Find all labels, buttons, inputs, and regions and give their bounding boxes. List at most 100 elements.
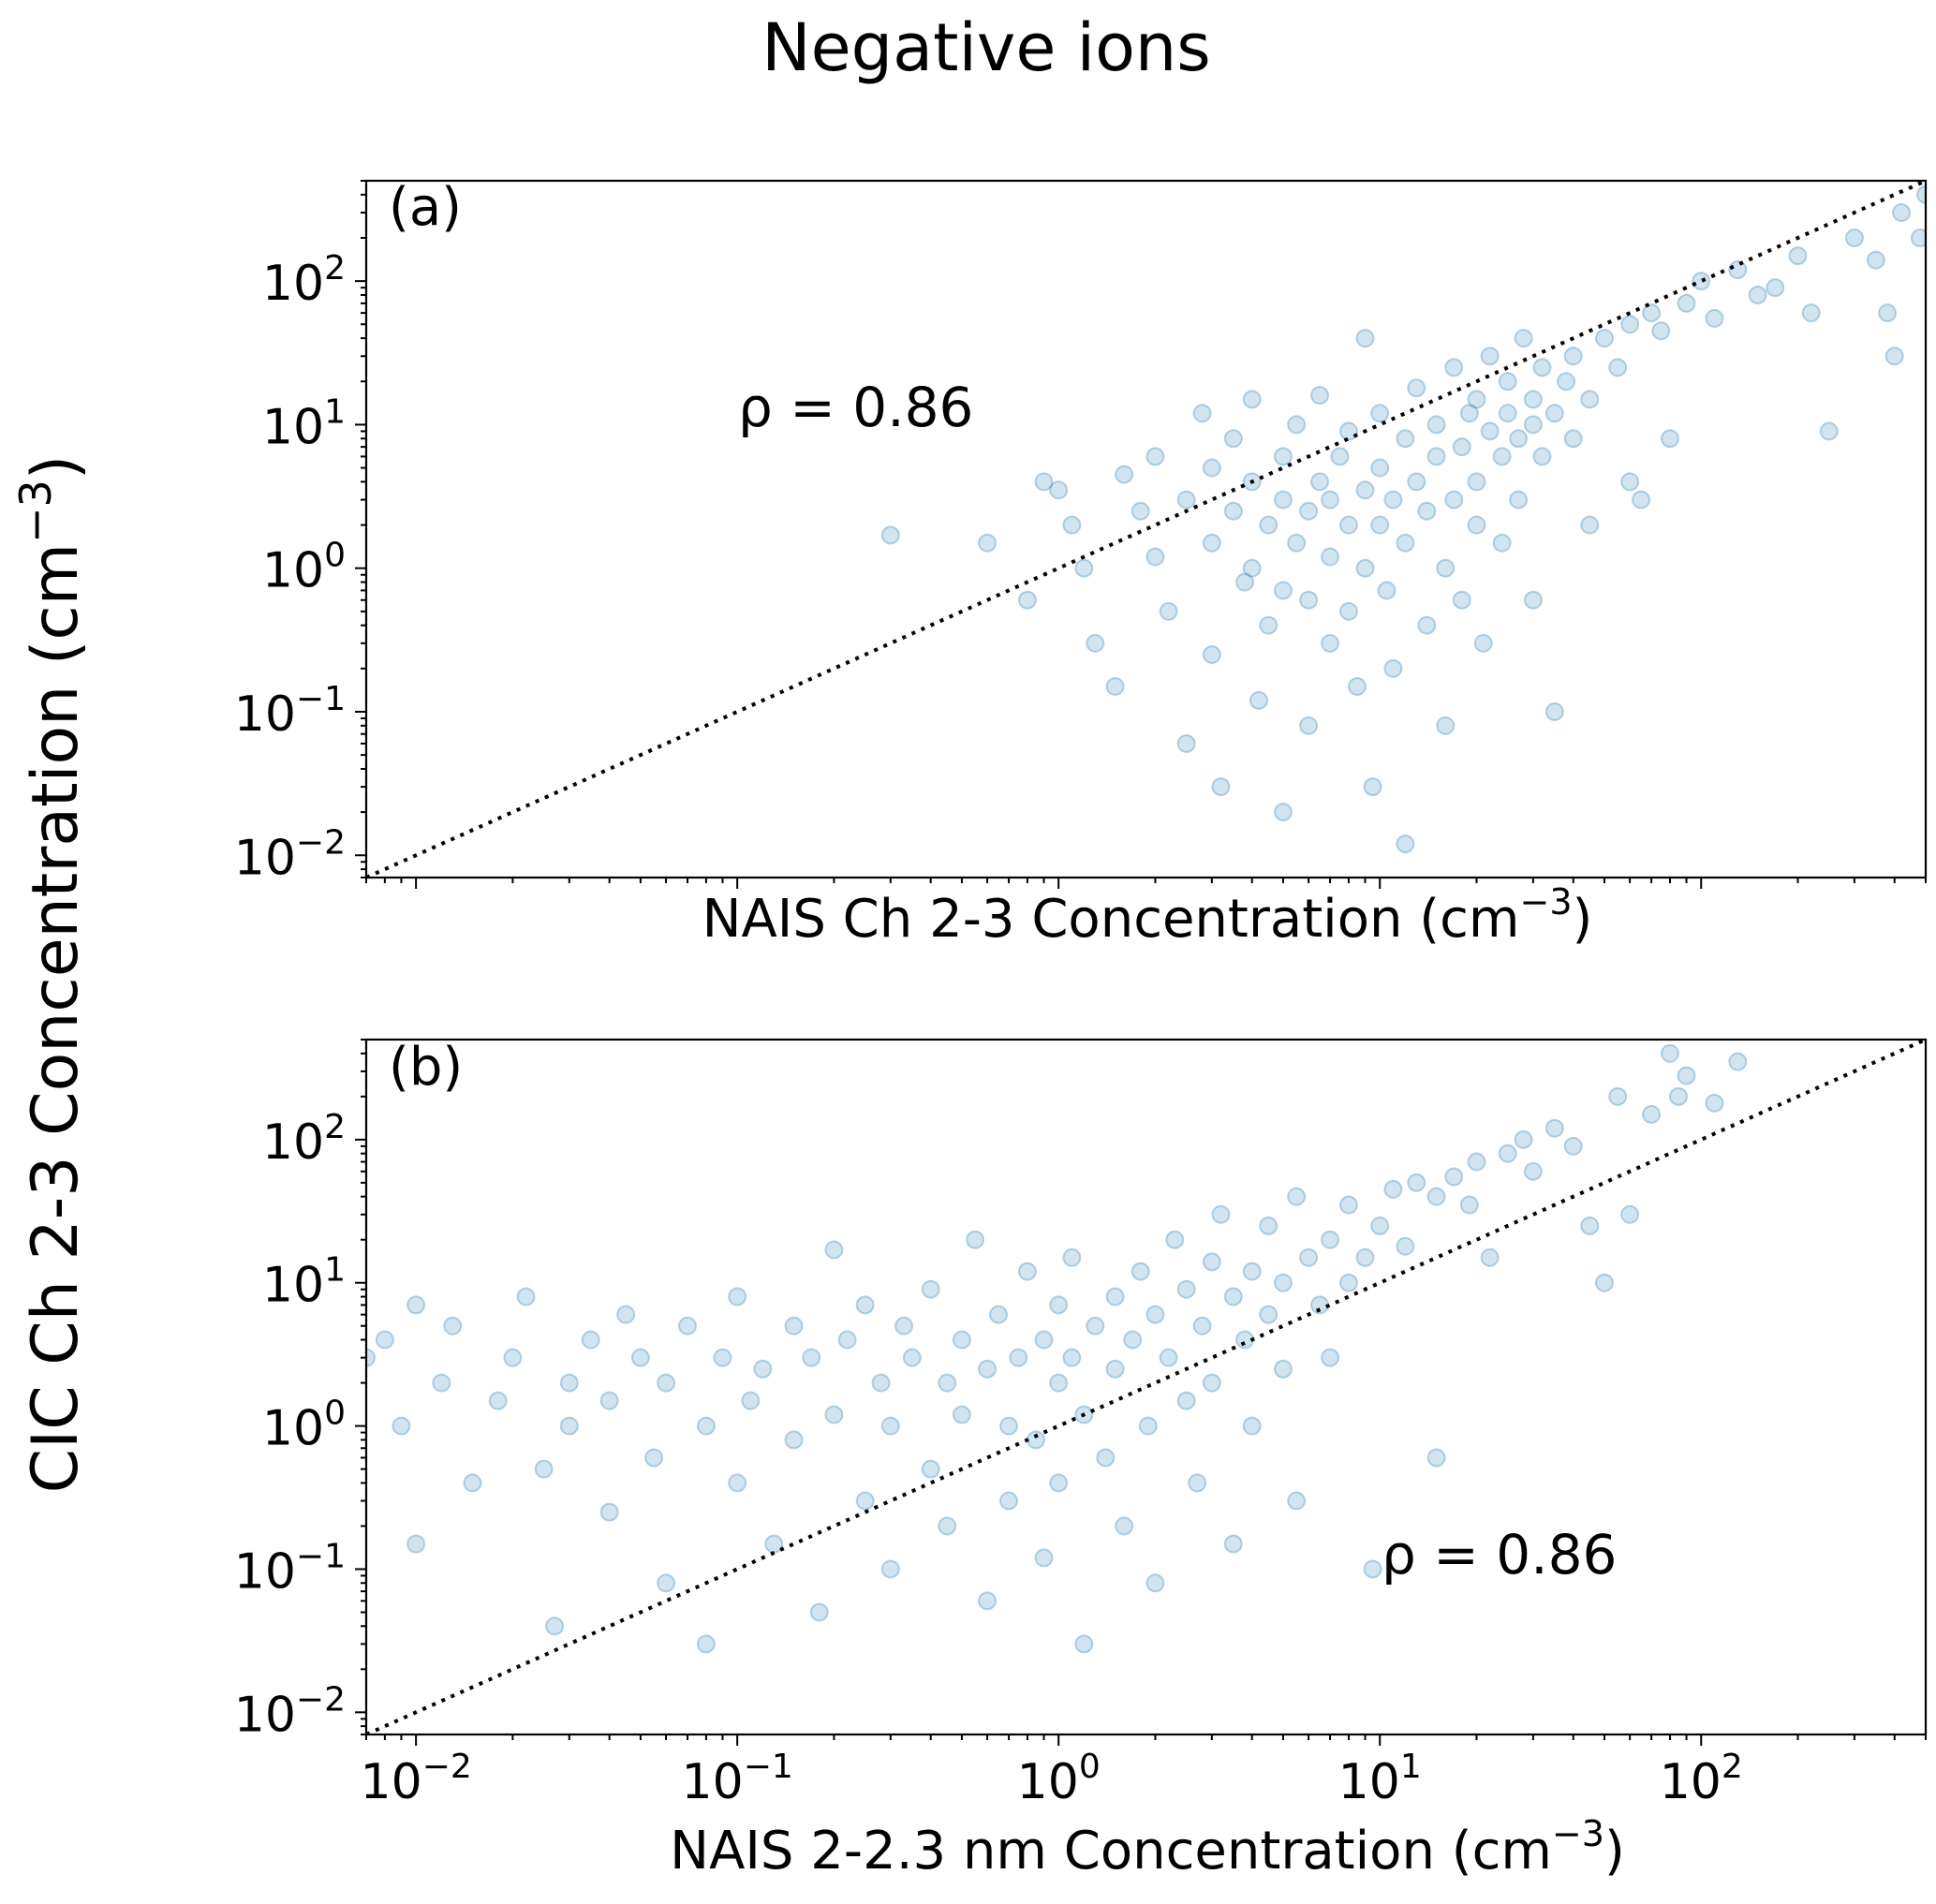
data-point — [1062, 1247, 1082, 1267]
data-point — [1748, 285, 1767, 304]
data-point — [375, 1330, 394, 1350]
tick-exponent: 0 — [324, 1395, 346, 1433]
data-point — [559, 1373, 579, 1393]
tick-base: 10 — [262, 1258, 324, 1314]
data-point — [599, 1502, 619, 1522]
panel-label: (a) — [389, 177, 462, 238]
data-point — [1074, 558, 1094, 578]
x-tick-label: 100 — [1017, 1748, 1101, 1810]
one-to-one-line — [366, 1040, 1926, 1734]
data-point — [1105, 1359, 1125, 1379]
data-point — [1145, 1573, 1165, 1593]
data-point — [1299, 501, 1319, 521]
data-point — [1026, 1430, 1045, 1450]
data-point — [1310, 386, 1330, 406]
tick-exponent: 1 — [1400, 1748, 1422, 1786]
data-point — [1580, 1216, 1600, 1235]
y-tick-label: 101 — [262, 392, 346, 455]
data-point — [1176, 733, 1196, 753]
data-point — [871, 1373, 891, 1393]
data-point — [1223, 1534, 1243, 1554]
data-point — [581, 1330, 600, 1350]
y-tick-label: 100 — [262, 537, 346, 599]
axes-frame — [364, 179, 1928, 879]
data-point — [1532, 447, 1552, 466]
data-point — [1273, 447, 1293, 466]
y-axis-label: CIC Ch 2-3 Concentration (cm−3) — [10, 455, 93, 1494]
data-point — [999, 1416, 1019, 1436]
data-point — [1259, 515, 1278, 535]
data-point — [696, 1634, 716, 1654]
data-point — [1492, 447, 1512, 466]
data-point — [855, 1295, 875, 1315]
data-point — [999, 1491, 1019, 1511]
x-tick-label: 10−2 — [361, 1748, 472, 1810]
tick-exponent: 2 — [324, 1108, 346, 1146]
data-point — [392, 1416, 411, 1436]
data-point — [1563, 429, 1583, 449]
data-point — [978, 533, 998, 553]
data-point — [855, 1491, 875, 1511]
data-point — [366, 1348, 376, 1367]
data-point — [1223, 429, 1243, 449]
tick-exponent: 2 — [1722, 1748, 1743, 1786]
y-tick-label: 100 — [262, 1395, 346, 1457]
data-point — [1396, 1236, 1415, 1256]
data-point — [1330, 447, 1350, 466]
data-point — [921, 1279, 940, 1299]
data-point — [678, 1316, 698, 1336]
data-point — [1242, 1416, 1262, 1436]
tick-base: 10 — [262, 256, 324, 312]
data-point — [1480, 421, 1500, 441]
data-point — [1338, 515, 1358, 535]
data-point — [1131, 1262, 1150, 1281]
tick-exponent: −1 — [744, 1748, 793, 1786]
data-point — [1498, 372, 1517, 391]
x-tick-label: 10−1 — [682, 1748, 793, 1810]
data-point — [1523, 590, 1543, 610]
data-point — [1145, 547, 1165, 567]
data-point — [880, 1559, 900, 1579]
data-point — [713, 1348, 732, 1367]
data-point — [1299, 1247, 1319, 1267]
data-point — [1176, 490, 1196, 509]
data-point — [1202, 1252, 1221, 1272]
data-point — [1608, 358, 1628, 377]
tick-base: 10 — [234, 1687, 296, 1743]
data-point — [1202, 644, 1221, 664]
data-point — [1452, 437, 1471, 457]
data-point — [1436, 558, 1456, 578]
data-point — [1383, 1179, 1403, 1199]
data-point — [1223, 1287, 1243, 1306]
data-point — [1321, 547, 1340, 567]
data-point — [545, 1616, 565, 1636]
data-point — [463, 1473, 482, 1493]
data-point — [1417, 501, 1437, 521]
tick-base: 10 — [262, 1401, 324, 1457]
data-point — [1677, 293, 1696, 313]
data-point — [1444, 1167, 1464, 1187]
data-point — [1338, 1273, 1358, 1292]
data-point — [1523, 390, 1543, 409]
data-point — [1544, 701, 1564, 721]
data-point — [1273, 581, 1293, 600]
data-point — [1498, 1144, 1517, 1163]
data-point — [1444, 358, 1464, 377]
data-point — [1407, 1173, 1426, 1192]
axes-frame — [364, 1038, 1928, 1736]
data-point — [1480, 1247, 1500, 1267]
data-point — [1514, 1129, 1533, 1149]
tick-base: 10 — [262, 399, 324, 455]
scatter-points — [366, 181, 1926, 878]
data-point — [902, 1348, 922, 1367]
data-point — [1086, 633, 1105, 653]
data-point — [1544, 1118, 1564, 1138]
y-tick-label: 102 — [262, 1108, 346, 1171]
x-axis-label-close: ) — [1573, 889, 1593, 950]
data-point — [1355, 480, 1375, 500]
tick-base: 10 — [361, 1754, 422, 1810]
data-point — [1788, 246, 1808, 266]
tick-exponent: 0 — [324, 537, 346, 575]
data-point — [1509, 429, 1529, 449]
